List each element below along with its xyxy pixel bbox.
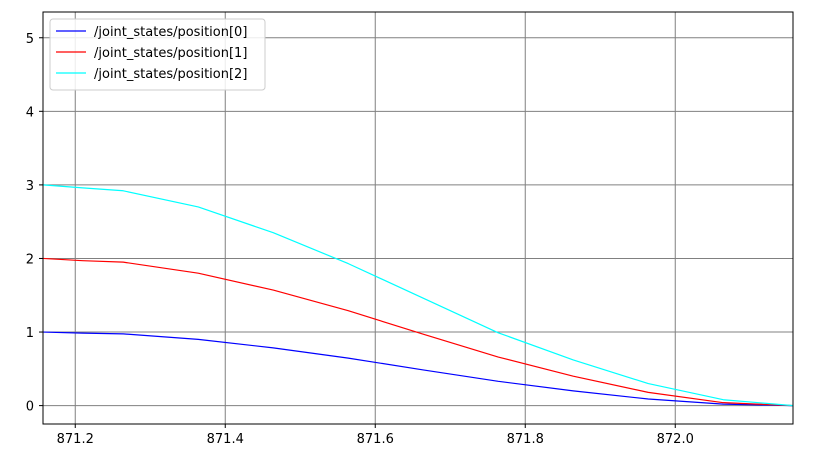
series-line-2 [42, 184, 794, 407]
y-tick-label: 0 [26, 400, 34, 415]
y-tick-label: 1 [26, 326, 34, 341]
series-layer [42, 184, 794, 407]
x-tick-label: 871.4 [207, 432, 244, 447]
series-line-1 [42, 257, 794, 407]
y-tick-label: 2 [26, 252, 34, 267]
x-tick-label: 871.6 [357, 432, 394, 447]
legend: /joint_states/position[0] /joint_states/p… [49, 18, 266, 91]
y-tick-label: 4 [26, 105, 34, 120]
legend-label-0: /joint_states/position[0] [94, 25, 247, 40]
x-tick-label: 872.0 [657, 432, 694, 447]
plot-frame [42, 11, 794, 425]
x-tick-label: 871.2 [57, 432, 94, 447]
legend-label-2: /joint_states/position[2] [94, 67, 247, 82]
legend-label-1: /joint_states/position[1] [94, 46, 247, 61]
x-tick-label: 871.8 [507, 432, 544, 447]
legend-box [49, 18, 266, 91]
y-tick-label: 3 [26, 179, 34, 194]
series-line-0 [42, 331, 794, 407]
y-tick-label: 5 [26, 32, 34, 47]
tick-layer: 871.2 871.4 871.6 871.8 872.0 0 1 2 3 4 5 [26, 32, 694, 447]
